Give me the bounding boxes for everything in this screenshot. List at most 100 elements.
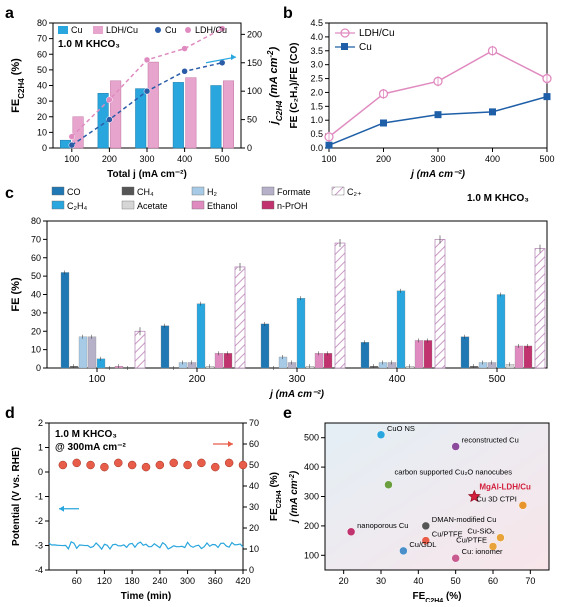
- chart-c: 01020304050607080100200300400500COCH₄H₂F…: [5, 185, 557, 400]
- svg-text:Cu 3D CTPI: Cu 3D CTPI: [476, 494, 516, 503]
- svg-text:0: 0: [247, 143, 252, 153]
- svg-text:-2: -2: [35, 516, 43, 526]
- svg-text:500: 500: [215, 154, 230, 164]
- svg-text:300: 300: [289, 374, 306, 385]
- panel-d: d -4-3-2-1012010203040506070601201802403…: [5, 405, 283, 602]
- chart-e: 100200300400500203040506070CuO NSreconst…: [283, 405, 557, 602]
- svg-text:1.0 M KHCO₃: 1.0 M KHCO₃: [55, 429, 117, 440]
- svg-text:carbon supported Cu₂O nanocube: carbon supported Cu₂O nanocubes: [394, 468, 512, 477]
- svg-text:50: 50: [247, 115, 257, 125]
- svg-text:n-PrOH: n-PrOH: [277, 201, 308, 211]
- svg-text:400: 400: [485, 154, 500, 164]
- svg-text:100: 100: [304, 550, 319, 560]
- panel-c-label: c: [5, 185, 14, 203]
- svg-text:300: 300: [430, 154, 445, 164]
- svg-text:70: 70: [525, 576, 535, 586]
- svg-text:2: 2: [38, 418, 43, 428]
- panel-a: a 01020304050607080050100150200100200300…: [5, 5, 283, 180]
- svg-text:200: 200: [376, 154, 391, 164]
- panel-e-label: e: [283, 405, 292, 423]
- svg-text:300: 300: [139, 154, 154, 164]
- svg-text:0: 0: [36, 363, 41, 373]
- svg-text:60: 60: [488, 576, 498, 586]
- svg-text:50: 50: [31, 271, 41, 281]
- panel-e: e 100200300400500203040506070CuO NSrecon…: [283, 405, 557, 602]
- svg-text:70: 70: [31, 234, 41, 244]
- svg-text:FEC2H4 (%): FEC2H4 (%): [269, 472, 283, 521]
- svg-text:60: 60: [72, 576, 82, 586]
- svg-text:500: 500: [539, 154, 554, 164]
- svg-text:3.0: 3.0: [310, 60, 323, 70]
- svg-text:100: 100: [64, 154, 79, 164]
- svg-text:reconstructed Cu: reconstructed Cu: [462, 436, 519, 445]
- svg-text:40: 40: [37, 81, 47, 91]
- chart-a: 0102030405060708005010015020010020030040…: [5, 5, 283, 180]
- svg-text:400: 400: [177, 154, 192, 164]
- svg-text:Cu: ionomer: Cu: ionomer: [462, 547, 503, 556]
- svg-text:200: 200: [102, 154, 117, 164]
- svg-text:100: 100: [89, 374, 106, 385]
- svg-text:C₂₊: C₂₊: [347, 187, 362, 197]
- svg-text:-1: -1: [35, 492, 43, 502]
- svg-text:420: 420: [235, 576, 250, 586]
- svg-text:240: 240: [152, 576, 167, 586]
- svg-text:Time (min): Time (min): [121, 591, 171, 602]
- svg-text:100: 100: [321, 154, 336, 164]
- svg-text:C₂H₄: C₂H₄: [67, 201, 87, 211]
- panel-b-label: b: [283, 5, 293, 23]
- svg-text:10: 10: [31, 345, 41, 355]
- svg-text:1.5: 1.5: [310, 101, 323, 111]
- svg-text:DMAN-modified Cu: DMAN-modified Cu: [432, 515, 497, 524]
- svg-text:j (mA cm⁻²): j (mA cm⁻²): [409, 169, 465, 180]
- svg-text:80: 80: [37, 18, 47, 28]
- svg-text:j (mA cm-2): j (mA cm-2): [289, 470, 301, 524]
- svg-text:1.0 M KHCO₃: 1.0 M KHCO₃: [58, 39, 120, 50]
- svg-text:70: 70: [249, 418, 259, 428]
- panel-c: c 01020304050607080100200300400500COCH₄H…: [5, 185, 557, 400]
- svg-text:FE (%): FE (%): [10, 277, 22, 312]
- svg-text:Cu/PTFE: Cu/PTFE: [456, 535, 487, 544]
- svg-text:1.0 M KHCO₃: 1.0 M KHCO₃: [467, 193, 529, 204]
- svg-text:0: 0: [42, 143, 47, 153]
- svg-text:40: 40: [413, 576, 423, 586]
- svg-text:60: 60: [249, 439, 259, 449]
- svg-text:Potential (V vs. RHE): Potential (V vs. RHE): [11, 447, 22, 546]
- svg-text:CH₄: CH₄: [137, 187, 154, 197]
- svg-text:Acetate: Acetate: [137, 201, 168, 211]
- svg-text:20: 20: [37, 112, 47, 122]
- svg-text:0.0: 0.0: [310, 143, 323, 153]
- svg-text:FEC2H4 (%): FEC2H4 (%): [412, 591, 461, 602]
- svg-text:300: 300: [180, 576, 195, 586]
- svg-text:-3: -3: [35, 541, 43, 551]
- svg-text:60: 60: [31, 253, 41, 263]
- svg-text:180: 180: [125, 576, 140, 586]
- svg-text:nanoporous Cu: nanoporous Cu: [357, 521, 408, 530]
- svg-text:120: 120: [97, 576, 112, 586]
- svg-text:Ethanol: Ethanol: [207, 201, 238, 211]
- svg-text:1: 1: [38, 443, 43, 453]
- svg-text:70: 70: [37, 34, 47, 44]
- svg-text:40: 40: [31, 290, 41, 300]
- svg-text:360: 360: [208, 576, 223, 586]
- svg-text:200: 200: [247, 29, 262, 39]
- svg-text:0: 0: [249, 565, 254, 575]
- svg-text:20: 20: [339, 576, 349, 586]
- svg-text:FE (C₂H₄)/FE (CO): FE (C₂H₄)/FE (CO): [289, 43, 300, 129]
- svg-text:30: 30: [31, 308, 41, 318]
- svg-text:60: 60: [37, 49, 47, 59]
- svg-text:CO: CO: [67, 187, 81, 197]
- svg-text:FEC2H4 (%): FEC2H4 (%): [10, 58, 26, 113]
- svg-text:LDH/Cu: LDH/Cu: [106, 25, 138, 35]
- svg-text:50: 50: [37, 65, 47, 75]
- svg-text:Cu/GDL: Cu/GDL: [409, 540, 436, 549]
- svg-text:3.5: 3.5: [310, 46, 323, 56]
- svg-text:0: 0: [38, 467, 43, 477]
- svg-text:j (mA cm⁻²): j (mA cm⁻²): [268, 389, 324, 400]
- svg-text:Cu-SiOₓ: Cu-SiOₓ: [467, 527, 495, 536]
- svg-text:400: 400: [304, 462, 319, 472]
- svg-text:20: 20: [249, 523, 259, 533]
- svg-text:LDH/Cu: LDH/Cu: [359, 28, 395, 39]
- svg-text:2.5: 2.5: [310, 74, 323, 84]
- svg-text:20: 20: [31, 326, 41, 336]
- svg-text:Cu: Cu: [165, 25, 177, 35]
